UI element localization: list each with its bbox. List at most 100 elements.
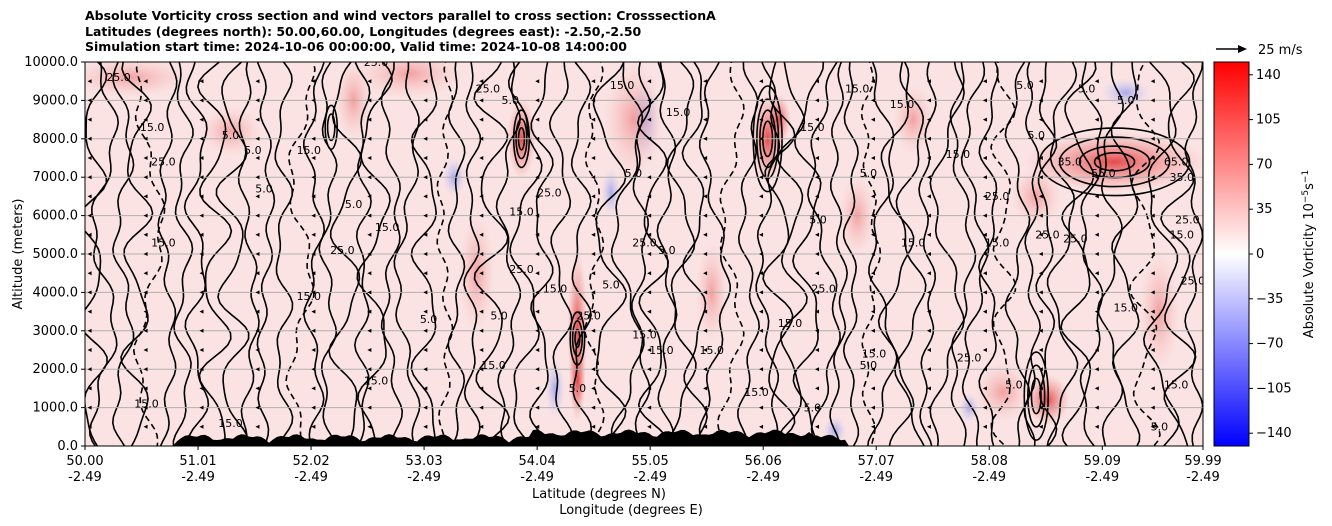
- contour-line: [436, 62, 454, 446]
- wind-vector: [591, 252, 596, 256]
- contour-label: 35.0: [1058, 156, 1083, 169]
- wind-vector: [591, 328, 596, 333]
- wind-vector: [870, 405, 875, 410]
- wind-vector: [367, 98, 372, 103]
- y-tick-label: 9000.0: [33, 93, 79, 108]
- contour-line: [776, 62, 808, 446]
- x-tick-label-lat: 50.00: [66, 454, 103, 469]
- wind-vector: [479, 271, 484, 276]
- contour-line: [256, 62, 276, 446]
- contour-line: [463, 62, 482, 446]
- contour-label: 15.0: [778, 317, 803, 330]
- wind-vector: [87, 213, 92, 218]
- colorbar-tick-label: −70: [1256, 337, 1283, 352]
- contour-line: [1035, 62, 1058, 446]
- wind-vector: [87, 232, 92, 237]
- wind-vector: [367, 117, 372, 122]
- wind-vector: [87, 348, 92, 352]
- y-tick-label: 1000.0: [33, 401, 79, 416]
- x-tick-label-lat: 51.01: [179, 454, 216, 469]
- colorbar: 140 105 70 35 0 −35 −70 −105 −140 Absolute Vorti…: [1213, 61, 1317, 447]
- contour-label: 15.0: [1169, 229, 1194, 242]
- wind-vector: [535, 271, 540, 276]
- title-line-1: Absolute Vorticity cross section and win…: [85, 8, 716, 23]
- wind-vector: [703, 252, 708, 256]
- wind-vector: [199, 309, 204, 314]
- wind-vector: [647, 386, 652, 391]
- wind-vector: [703, 175, 708, 180]
- wind-vector: [479, 309, 484, 314]
- contour-label: 25.0: [537, 186, 562, 199]
- wind-vector: [311, 136, 316, 141]
- wind-vector: [255, 252, 260, 256]
- wind-vector: [926, 175, 931, 180]
- field-blob: [85, 62, 190, 98]
- wind-vector: [311, 194, 316, 199]
- wind-vector: [87, 175, 92, 180]
- wind-vector: [1094, 232, 1099, 237]
- contour-line: [328, 62, 363, 446]
- wind-vector: [703, 136, 708, 141]
- wind-vector: [647, 405, 652, 410]
- wind-vector: [591, 136, 596, 141]
- wind-vector: [926, 136, 931, 141]
- wind-vector: [815, 213, 820, 218]
- wind-vector: [255, 175, 260, 180]
- wind-vector: [367, 213, 372, 218]
- wind-vector: [647, 252, 652, 256]
- wind-vector: [143, 136, 148, 141]
- wind-vector: [367, 405, 372, 410]
- wind-vector: [982, 367, 987, 372]
- wind-vector: [815, 328, 820, 333]
- contour-label: 15.0: [800, 121, 825, 134]
- wind-vector: [143, 156, 148, 160]
- contour-line: [548, 62, 574, 446]
- wind-vector: [1094, 328, 1099, 333]
- wind-vector: [759, 309, 764, 314]
- wind-vector: [591, 98, 596, 103]
- wind-key: 25 m/s: [1216, 43, 1303, 58]
- wind-vector: [1150, 348, 1155, 352]
- wind-vector: [479, 156, 484, 160]
- contour-loop: [326, 113, 336, 142]
- wind-vector: [1038, 79, 1043, 84]
- wind-vector: [479, 386, 484, 391]
- wind-vector: [759, 290, 764, 295]
- wind-vector: [1150, 367, 1155, 372]
- y-axis: 0.0 1000.0 2000.0 3000.0 4000.0 5000.0 6000.0 7…: [24, 55, 85, 454]
- wind-vector: [199, 271, 204, 276]
- contour-label: 5.0: [860, 359, 878, 372]
- wind-vector: [535, 424, 540, 429]
- contour-loop: [324, 104, 339, 151]
- wind-vector: [87, 424, 92, 429]
- wind-vector: [367, 136, 372, 141]
- wind-vector: [535, 175, 540, 180]
- contour-label: 15.0: [744, 386, 769, 399]
- wind-vector: [479, 98, 484, 103]
- wind-vector: [1038, 271, 1043, 276]
- wind-vector: [367, 348, 372, 352]
- contour-line: [1079, 62, 1104, 446]
- x-tick-label-lon: -2.49: [633, 470, 667, 485]
- x-tick-label-lat: 56.06: [745, 454, 782, 469]
- wind-vector: [535, 79, 540, 84]
- wind-vector: [1094, 175, 1099, 180]
- wind-vector: [870, 290, 875, 295]
- contour-line: [356, 62, 393, 446]
- x-tick-label-lat: 54.04: [519, 454, 556, 469]
- contour-line: [842, 62, 860, 446]
- wind-vector: [199, 386, 204, 391]
- field-blob: [200, 106, 261, 157]
- wind-vector: [1150, 213, 1155, 218]
- wind-vector: [87, 328, 92, 333]
- wind-vector: [591, 367, 596, 372]
- wind-vector: [199, 79, 204, 84]
- wind-vector: [703, 271, 708, 276]
- wind-vector: [87, 386, 92, 391]
- wind-vector: [815, 136, 820, 141]
- contour-loop: [1058, 136, 1171, 188]
- wind-vector: [423, 386, 428, 391]
- contour-line: [132, 62, 166, 446]
- wind-vector: [759, 424, 764, 429]
- x-tick-label-lat: 55.05: [632, 454, 669, 469]
